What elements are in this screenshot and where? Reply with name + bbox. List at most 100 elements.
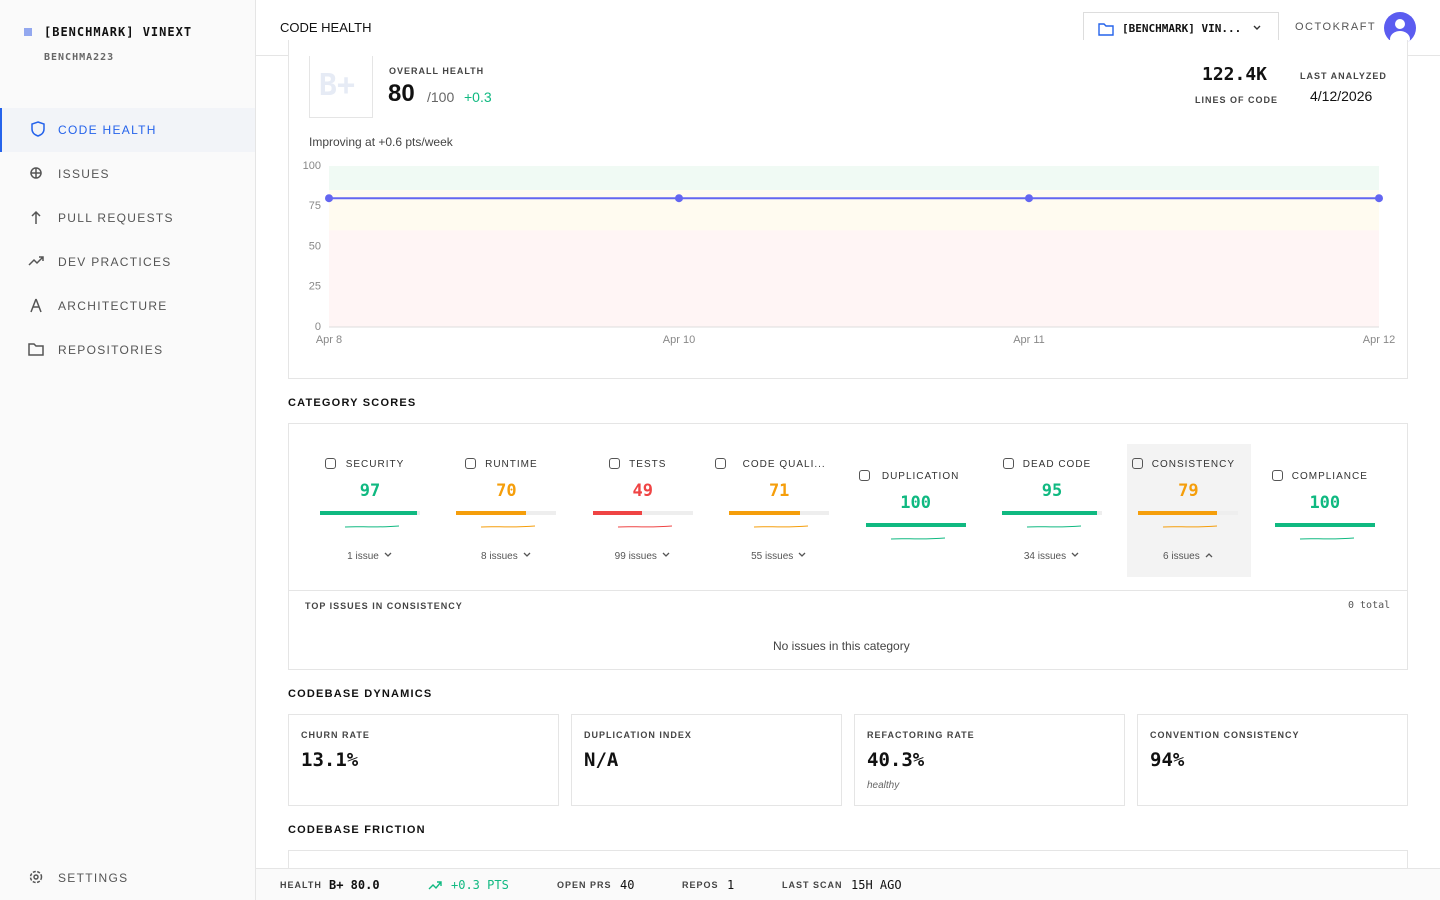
- icon: [29, 870, 43, 884]
- metric-label: DUPLICATION INDEX: [584, 730, 692, 740]
- x-tick-label: Apr 11: [1013, 334, 1045, 346]
- metric-label: REFACTORING RATE: [867, 730, 975, 740]
- nav-item[interactable]: ARCHITECTURE: [0, 284, 255, 328]
- nav-item[interactable]: CODE HEALTH: [0, 108, 255, 152]
- grade-box: B+: [309, 56, 373, 118]
- avatar[interactable]: [1384, 12, 1416, 44]
- top-issues-total: 0 total: [1348, 600, 1391, 611]
- category-score: 71: [768, 481, 790, 501]
- issues-toggle[interactable]: 8 issues: [456, 551, 556, 562]
- metric-card: DUPLICATION INDEX N/A: [571, 714, 842, 806]
- last-label: LAST ANALYZED: [1300, 71, 1387, 81]
- user-name: OCTOKRAFT: [1295, 21, 1377, 33]
- category-icon: [324, 458, 336, 469]
- sparkline: [481, 525, 536, 528]
- chevron: [1253, 25, 1261, 30]
- overall-score: 80: [388, 80, 415, 107]
- nav-item[interactable]: DEV PRACTICES: [0, 240, 255, 284]
- metric-card: REFACTORING RATE 40.3% healthy: [854, 714, 1125, 806]
- category-score: 79: [1178, 481, 1199, 501]
- nav-label: ARCHITECTURE: [58, 299, 168, 313]
- sparkline-path: [617, 525, 672, 528]
- status-label: HEALTH: [280, 880, 322, 890]
- trend-note: Improving at +0.6 pts/week: [309, 135, 453, 149]
- selected-bg: [1127, 444, 1252, 577]
- nav-label: PULL REQUESTS: [58, 211, 174, 225]
- category-name: TESTS: [629, 459, 667, 470]
- chevron-path: [1071, 552, 1079, 557]
- sparkline-path: [1026, 525, 1082, 528]
- score-delta: +0.3: [464, 89, 492, 105]
- chevron-path: [798, 552, 806, 557]
- issues-toggle[interactable]: 55 issues: [729, 551, 829, 562]
- category-score: 49: [632, 481, 654, 501]
- sparkline: [1026, 525, 1082, 528]
- sparkline-path: [481, 525, 536, 528]
- issues-toggle[interactable]: 99 issues: [593, 551, 693, 562]
- issues-count: 55 issues: [751, 551, 794, 562]
- chevron: [384, 552, 392, 557]
- nav-item[interactable]: ISSUES: [0, 152, 255, 196]
- y-tick-label: 100: [303, 160, 321, 172]
- point: [1025, 194, 1033, 203]
- section-title: CODEBASE DYNAMICS: [288, 688, 433, 700]
- status-label: LAST SCAN: [782, 880, 843, 890]
- category-name: COMPLIANCE: [1291, 471, 1368, 482]
- chevron: [662, 552, 670, 557]
- health-chart: 0 25 50 75 100 Apr 8 Apr 10 Apr 11 Apr 12: [303, 160, 1396, 346]
- category-icon: [1002, 458, 1014, 469]
- y-tick-label: 75: [309, 200, 321, 212]
- category-icon: [714, 458, 726, 469]
- score-bar: [1274, 523, 1375, 527]
- trend-icon: [428, 881, 442, 890]
- metric-label: CHURN RATE: [301, 730, 370, 740]
- org-badge: [24, 28, 32, 36]
- point: [325, 194, 333, 203]
- issues-toggle[interactable]: 1 issue: [320, 551, 420, 562]
- score-bar: [729, 511, 801, 515]
- category-name: SECURITY: [345, 459, 405, 470]
- category-score: 100: [1309, 493, 1341, 513]
- chevron-path: [662, 552, 670, 557]
- sparkline-path: [754, 525, 809, 528]
- zone: [329, 190, 1379, 231]
- sparkline-path: [890, 537, 945, 540]
- category-score: 100: [900, 493, 931, 513]
- y-tick-label: 50: [309, 240, 321, 252]
- category-name: CONSISTENCY: [1151, 459, 1235, 470]
- folder-icon: [1098, 23, 1114, 36]
- status-repos: 1: [727, 878, 735, 892]
- category-name: CODE QUALI...: [742, 459, 826, 470]
- nav-item[interactable]: PULL REQUESTS: [0, 196, 255, 240]
- icon: [28, 256, 44, 266]
- nav-item[interactable]: REPOSITORIES: [0, 328, 255, 372]
- status-delta: +0.3 PTS: [451, 878, 509, 892]
- issues-count: 6 issues: [1163, 551, 1200, 562]
- sparkline: [344, 525, 400, 528]
- issues-count: 8 issues: [481, 551, 518, 562]
- page-title: CODE HEALTH: [280, 20, 372, 35]
- sparkline: [617, 525, 672, 528]
- category-score: 97: [359, 481, 381, 501]
- issues-toggle[interactable]: 34 issues: [1002, 551, 1102, 562]
- category-name: DUPLICATION: [881, 471, 960, 482]
- chevron: [1071, 552, 1079, 557]
- issues-count: 99 issues: [614, 551, 657, 562]
- metric-label: CONVENTION CONSISTENCY: [1150, 730, 1300, 740]
- score-bar: [320, 511, 417, 515]
- y-tick-label: 25: [309, 281, 321, 293]
- icon: [31, 210, 41, 224]
- score-max: /100: [427, 89, 455, 105]
- score-bar: [1002, 511, 1097, 515]
- issues-toggle[interactable]: 6 issues: [1138, 551, 1238, 562]
- loc: 122.4K: [1202, 64, 1268, 85]
- category-icon: [608, 458, 620, 469]
- zone: [329, 166, 1379, 191]
- settings-link[interactable]: SETTINGS: [0, 856, 255, 900]
- nav-label: ISSUES: [58, 167, 110, 181]
- score-bar: [1138, 511, 1218, 515]
- status-health: B+ 80.0: [329, 878, 380, 892]
- point: [675, 194, 683, 203]
- chevron-path: [384, 552, 392, 557]
